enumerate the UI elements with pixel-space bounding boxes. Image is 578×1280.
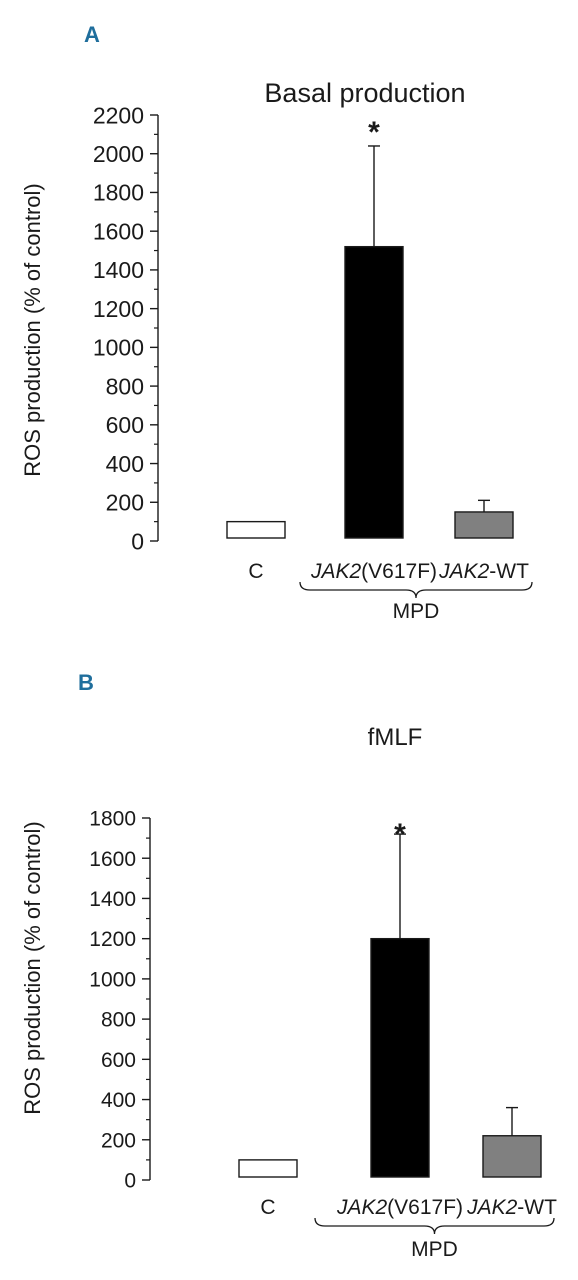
group-label: MPD <box>411 1238 458 1261</box>
y-tick-label: 1200 <box>89 928 136 951</box>
y-tick-label: 2200 <box>93 102 144 128</box>
y-tick-label: 1800 <box>89 808 136 831</box>
chart-title: fMLF <box>368 724 423 751</box>
chart-panel-a: A Basal production 0 200 400 600 800 1000 1200 14… <box>20 22 533 623</box>
y-tick-label: 600 <box>101 1049 136 1072</box>
bar-2 <box>344 245 404 539</box>
y-tick-label: 1600 <box>89 848 136 871</box>
y-tick-label: 800 <box>101 1009 136 1032</box>
category-label: C <box>248 560 263 583</box>
panel-label: A <box>84 22 100 47</box>
group-label: MPD <box>393 600 440 623</box>
y-axis-label: ROS production (% of control) <box>20 183 45 476</box>
category-label: JAK2-WT <box>466 1196 557 1219</box>
y-tick-label: 0 <box>131 528 144 554</box>
y-tick-label: 2000 <box>93 141 144 167</box>
bar-1 <box>238 1159 298 1178</box>
y-tick-label: 400 <box>101 1089 136 1112</box>
y-tick-label: 400 <box>106 451 144 477</box>
y-tick-label: 800 <box>106 373 144 399</box>
group-brace <box>299 581 533 599</box>
y-tick-label: 1400 <box>89 888 136 911</box>
chart-title: Basal production <box>264 78 465 108</box>
category-label: JAK2-WT <box>438 560 529 583</box>
significance-marker: * <box>368 116 380 149</box>
y-tick-label: 1400 <box>93 257 144 283</box>
bar-3 <box>454 511 514 539</box>
group-brace <box>314 1217 555 1235</box>
y-tick-label: 600 <box>106 412 144 438</box>
bar-1 <box>226 520 286 539</box>
category-label: C <box>260 1196 275 1219</box>
y-tick-label: 1200 <box>93 296 144 322</box>
category-label: JAK2(V617F) <box>336 1196 463 1219</box>
y-tick-label: 1600 <box>93 218 144 244</box>
panel-label: B <box>78 670 94 695</box>
y-tick-label: 200 <box>101 1129 136 1152</box>
y-tick-label: 0 <box>124 1170 136 1193</box>
y-tick-label: 1800 <box>93 180 144 206</box>
significance-marker: * <box>394 818 406 851</box>
category-label: JAK2(V617F) <box>310 560 437 583</box>
y-tick-label: 200 <box>106 490 144 516</box>
y-axis-label: ROS production (% of control) <box>20 821 45 1114</box>
y-tick-label: 1000 <box>89 968 136 991</box>
y-tick-label: 1000 <box>93 335 144 361</box>
bar-3 <box>482 1135 542 1178</box>
bar-2 <box>370 937 430 1178</box>
